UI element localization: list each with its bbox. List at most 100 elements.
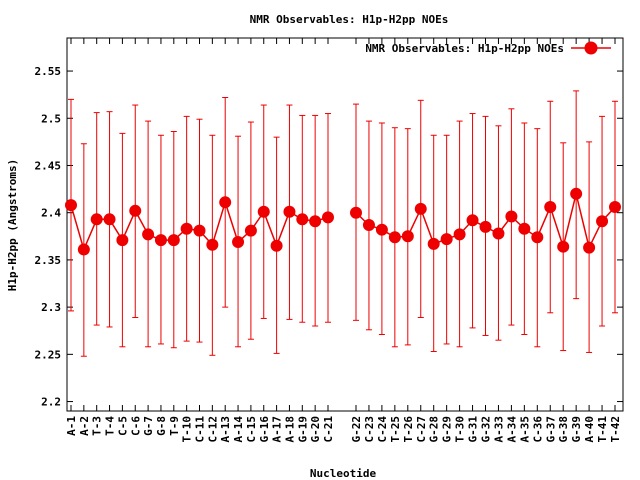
plot-frame (66, 37, 624, 412)
x-tick-label: G-29 (441, 416, 454, 443)
data-point (570, 187, 583, 200)
x-tick-label: G-20 (309, 416, 322, 443)
data-point (322, 211, 334, 224)
chart-title: NMR Observables: H1p-H2pp NOEs (250, 13, 449, 26)
x-tick-label: C-21 (322, 416, 335, 443)
x-tick-label: A-18 (283, 416, 296, 443)
y-tick-label: 2.2 (41, 396, 61, 409)
x-tick-label: T-30 (454, 416, 467, 443)
data-point (283, 205, 296, 218)
x-tick-label: C-36 (531, 416, 544, 443)
data-point (583, 241, 596, 254)
x-tick-label: A-17 (271, 416, 284, 443)
data-point (375, 223, 388, 236)
data-point (362, 218, 375, 231)
x-tick-label: G-31 (467, 416, 480, 443)
data-point (531, 231, 544, 244)
x-tick-label: C-6 (129, 416, 142, 436)
x-tick-label: G-8 (155, 416, 168, 436)
x-tick-label: G-37 (544, 416, 557, 443)
x-tick-label: G-7 (142, 416, 155, 436)
x-tick-label: T-3 (91, 416, 104, 436)
x-tick-label: T-26 (402, 416, 415, 443)
x-tick-label: G-22 (350, 416, 363, 443)
data-point (544, 201, 557, 214)
x-tick-label: A-13 (219, 416, 232, 443)
data-point (116, 234, 129, 247)
x-tick-label: C-5 (116, 416, 129, 436)
y-tick-label: 2.5 (41, 112, 61, 125)
data-point (557, 240, 570, 253)
data-points (65, 187, 621, 256)
data-point (505, 210, 518, 223)
x-tick-label: T-10 (181, 416, 194, 443)
x-tick-label: T-41 (596, 416, 609, 443)
data-point (609, 201, 621, 214)
legend: NMR Observables: H1p-H2pp NOEs (365, 41, 611, 55)
data-point (154, 234, 167, 247)
data-point (518, 222, 531, 235)
legend-label: NMR Observables: H1p-H2pp NOEs (365, 42, 564, 55)
y-tick-label: 2.55 (35, 65, 62, 78)
y-tick-label: 2.45 (35, 159, 62, 172)
data-point (65, 199, 77, 212)
data-point (103, 213, 116, 226)
data-point (219, 196, 232, 209)
data-point (206, 238, 219, 251)
x-tick-label: G-28 (428, 416, 441, 443)
x-tick-label: A-33 (492, 416, 505, 443)
x-tick-label: G-19 (296, 416, 309, 443)
x-tick-label: C-23 (363, 416, 376, 443)
data-point (401, 230, 414, 243)
x-tick-label: C-15 (245, 416, 258, 443)
x-tick-label: T-9 (168, 416, 181, 436)
data-point (440, 233, 453, 246)
data-point (180, 222, 193, 235)
x-tick-label: A-40 (583, 416, 596, 443)
data-point (129, 204, 142, 217)
x-tick-label: A-1 (65, 416, 78, 436)
data-point (232, 235, 245, 248)
data-point (350, 206, 362, 219)
y-axis-label: H1p-H2pp (Angstroms) (6, 159, 19, 291)
y-tick-label: 2.3 (41, 301, 61, 314)
data-point (270, 239, 283, 252)
data-point (466, 214, 479, 227)
x-tick-label: A-35 (518, 416, 531, 443)
data-point (492, 227, 505, 240)
x-tick-label: T-4 (104, 416, 117, 436)
x-tick-label: G-32 (480, 416, 493, 443)
y-axis: 2.2 2.25 2.3 2.35 2.4 2.45 2.5 2.55 (35, 65, 623, 409)
x-tick-label: C-12 (206, 416, 219, 443)
legend-marker (584, 41, 598, 55)
data-point (388, 231, 401, 244)
x-tick-label: G-38 (557, 416, 570, 443)
x-tick-label: T-42 (609, 416, 622, 443)
data-point (479, 220, 492, 233)
plot-border (66, 37, 624, 412)
y-tick-label: 2.35 (35, 254, 62, 267)
x-tick-label: G-16 (258, 416, 271, 443)
data-point (414, 202, 427, 215)
data-point (453, 228, 466, 241)
error-bars (68, 90, 618, 357)
x-tick-label: T-25 (389, 416, 402, 443)
data-point (142, 228, 155, 241)
x-tick-label: C-24 (376, 416, 389, 443)
x-tick-label: G-39 (570, 416, 583, 443)
data-point (309, 215, 322, 228)
x-tick-label: C-11 (194, 416, 207, 443)
x-tick-label: A-2 (78, 416, 91, 436)
y-tick-label: 2.4 (41, 207, 61, 220)
x-axis-label: Nucleotide (310, 467, 377, 480)
x-tick-label: A-14 (232, 416, 245, 443)
data-point (257, 205, 270, 218)
y-tick-label: 2.25 (35, 348, 62, 361)
data-point (596, 215, 609, 228)
data-point (77, 243, 90, 256)
x-axis: A-1 A-2 T-3 T-4 C-5 C-6 G-7 G-8 T-9 T-10 C-11 C-12 A… (65, 38, 622, 443)
x-tick-label: C-27 (415, 416, 428, 443)
data-point (90, 213, 103, 226)
